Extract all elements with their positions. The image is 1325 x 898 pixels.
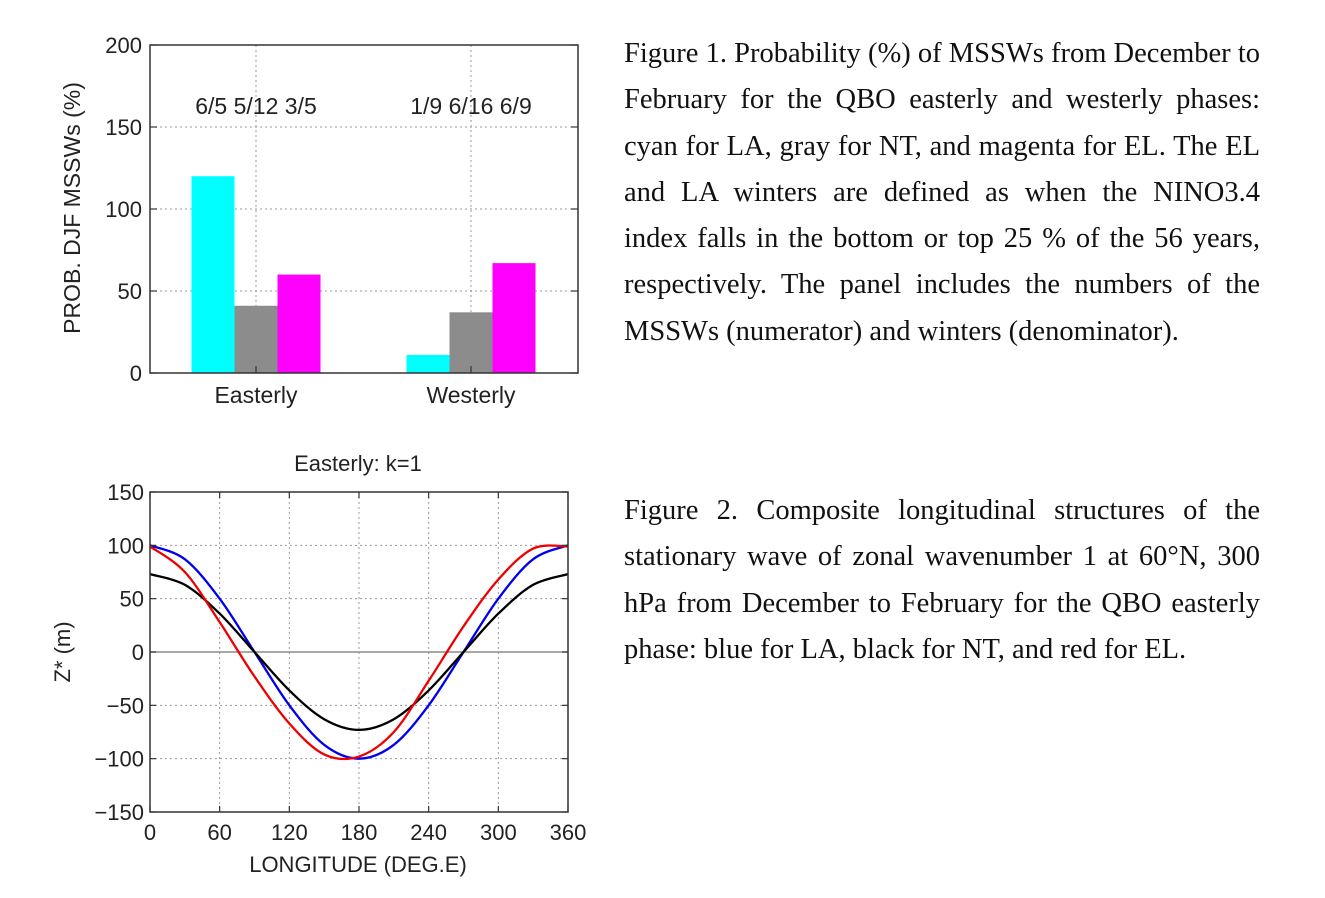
bar-chart-mssw-probability: PROB. DJF MSSWs (%) 0 50 100 150 200 Easterly… (59, 33, 579, 408)
figure1-caption: Figure 1. Probability (%) of MSSWs from … (624, 38, 1260, 347)
line-y-tick-label: 150 (107, 480, 144, 505)
bar-category-label: Easterly (214, 382, 298, 408)
line-y-tick-label: 100 (107, 533, 144, 558)
line-y-tick-label: 50 (120, 587, 144, 612)
line-chart-xlabel: LONGITUDE (DEG.E) (249, 852, 467, 877)
line-x-tick-label: 60 (207, 820, 231, 845)
bar (234, 305, 278, 373)
bar-y-tick-label: 200 (105, 33, 142, 58)
bar (277, 274, 321, 373)
bar-y-tick-label: 100 (105, 197, 142, 222)
bar-y-tick-label: 150 (105, 115, 142, 140)
bar-y-tick-label: 50 (118, 279, 142, 304)
line-x-tick-label: 240 (410, 820, 447, 845)
line-chart-ylabel: Z* (m) (50, 621, 75, 682)
line-chart-title: Easterly: k=1 (294, 451, 422, 476)
bar-category-label: Westerly (426, 382, 516, 408)
line-y-tick-label: −50 (107, 693, 144, 718)
line-x-tick-label: 120 (271, 820, 308, 845)
bar-y-tick-label: 0 (130, 361, 142, 386)
bar (191, 176, 235, 373)
line-series (149, 573, 569, 732)
line-y-tick-label: 0 (132, 640, 144, 665)
line-series (149, 544, 569, 760)
bar (492, 263, 536, 373)
line-x-tick-label: 300 (480, 820, 517, 845)
line-series (149, 544, 569, 761)
line-x-tick-label: 0 (144, 820, 156, 845)
figure2-caption: Figure 2. Composite longitudinal structu… (624, 495, 1260, 665)
line-y-tick-label: −150 (94, 800, 144, 825)
bar (449, 312, 493, 373)
line-x-tick-label: 360 (550, 820, 587, 845)
line-x-tick-label: 180 (341, 820, 378, 845)
bar-chart-ylabel: PROB. DJF MSSWs (%) (59, 82, 85, 334)
line-chart-stationary-wave: Easterly: k=1 LONGITUDE (DEG.E) Z* (m) 0… (50, 451, 587, 877)
bar (406, 354, 450, 373)
bar-annotation: 6/5 5/12 3/5 (195, 93, 317, 119)
bar-annotation: 1/9 6/16 6/9 (410, 93, 532, 119)
line-y-tick-label: −100 (94, 747, 144, 772)
